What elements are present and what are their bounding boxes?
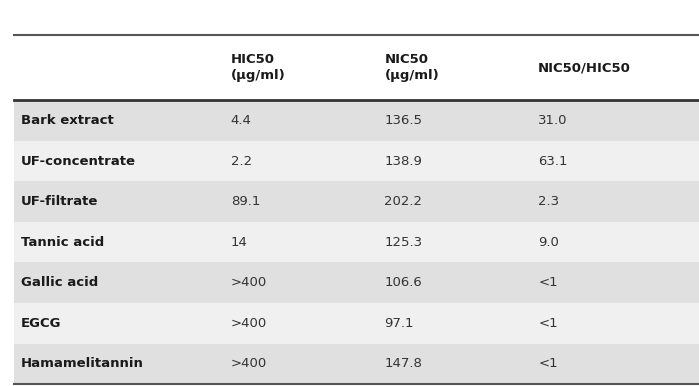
Text: 14: 14 <box>231 236 247 249</box>
Text: EGCG: EGCG <box>21 317 62 330</box>
Text: Tannic acid: Tannic acid <box>21 236 104 249</box>
Text: 138.9: 138.9 <box>384 155 422 168</box>
Text: <1: <1 <box>538 357 558 370</box>
Text: Hamamelitannin: Hamamelitannin <box>21 357 144 370</box>
Text: 125.3: 125.3 <box>384 236 423 249</box>
Text: >400: >400 <box>231 317 267 330</box>
Text: 9.0: 9.0 <box>538 236 559 249</box>
Text: 31.0: 31.0 <box>538 114 568 127</box>
Text: HIC50
(μg/ml): HIC50 (μg/ml) <box>231 53 285 82</box>
Text: UF-filtrate: UF-filtrate <box>21 195 99 208</box>
Text: >400: >400 <box>231 276 267 289</box>
Text: UF-concentrate: UF-concentrate <box>21 155 136 168</box>
Bar <box>14 181 699 222</box>
Text: <1: <1 <box>538 317 558 330</box>
Text: 89.1: 89.1 <box>231 195 260 208</box>
Text: 63.1: 63.1 <box>538 155 568 168</box>
Text: 2.3: 2.3 <box>538 195 559 208</box>
Text: >400: >400 <box>231 357 267 370</box>
Bar <box>14 262 699 303</box>
Text: <1: <1 <box>538 276 558 289</box>
Text: 4.4: 4.4 <box>231 114 252 127</box>
Bar <box>14 222 699 262</box>
Bar <box>14 100 699 141</box>
Bar <box>14 344 699 384</box>
Text: NIC50
(μg/ml): NIC50 (μg/ml) <box>384 53 439 82</box>
Text: NIC50/HIC50: NIC50/HIC50 <box>538 61 631 74</box>
Text: Bark extract: Bark extract <box>21 114 114 127</box>
Text: 202.2: 202.2 <box>384 195 422 208</box>
Text: 106.6: 106.6 <box>384 276 422 289</box>
Text: 136.5: 136.5 <box>384 114 422 127</box>
Text: 97.1: 97.1 <box>384 317 414 330</box>
Text: 147.8: 147.8 <box>384 357 422 370</box>
Bar <box>14 303 699 344</box>
Text: 2.2: 2.2 <box>231 155 252 168</box>
Bar <box>14 141 699 181</box>
Text: Gallic acid: Gallic acid <box>21 276 99 289</box>
